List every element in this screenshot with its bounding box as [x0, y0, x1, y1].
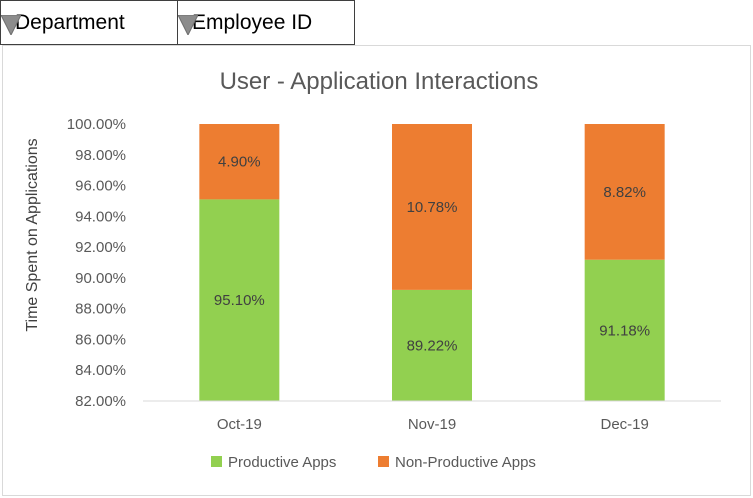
y-tick-label: 92.00%: [75, 239, 126, 256]
legend: Productive Apps Non-Productive Apps: [211, 454, 536, 471]
y-tick-label: 82.00%: [75, 393, 126, 410]
chart-title: User - Application Interactions: [220, 68, 539, 95]
y-tick-label: 86.00%: [75, 331, 126, 348]
data-label: 91.18%: [599, 322, 650, 339]
y-tick-label: 84.00%: [75, 362, 126, 379]
y-axis-title: Time Spent on Applications: [24, 138, 41, 331]
bar-non-productive: [199, 124, 280, 200]
legend-non-productive-label: Non-Productive Apps: [395, 454, 536, 471]
bar-productive: [584, 259, 665, 401]
x-tick-label: Oct-19: [217, 416, 262, 433]
employee-id-filter[interactable]: Employee ID: [177, 0, 355, 45]
x-axis-ticks: Oct-19 Nov-19 Dec-19: [217, 416, 649, 433]
bar-productive: [199, 199, 280, 401]
bar-productive: [392, 289, 472, 401]
legend-non-productive-swatch: [378, 456, 389, 467]
legend-productive-label: Productive Apps: [228, 454, 336, 471]
dropdown-arrow-icon[interactable]: [178, 15, 198, 35]
y-tick-label: 94.00%: [75, 208, 126, 225]
department-filter-label: Department: [15, 10, 125, 34]
x-tick-label: Dec-19: [600, 416, 648, 433]
stacked-bar-chart: User - Application Interactions Time Spe…: [24, 68, 721, 471]
dropdown-arrow-icon[interactable]: [1, 15, 21, 35]
data-label: 10.78%: [407, 199, 458, 216]
y-tick-label: 98.00%: [75, 147, 126, 164]
filter-bar: Department Employee ID: [0, 0, 355, 45]
x-tick-label: Nov-19: [408, 416, 456, 433]
y-tick-label: 88.00%: [75, 301, 126, 318]
employee-id-filter-label: Employee ID: [192, 10, 313, 34]
bars: 95.10% 4.90% 89.22% 10.78% 91.18% 8.82%: [199, 124, 665, 401]
bar-non-productive: [392, 124, 472, 290]
y-tick-label: 96.00%: [75, 178, 126, 195]
data-label: 95.10%: [214, 292, 265, 309]
data-label: 89.22%: [407, 337, 458, 354]
chart-frame: User - Application Interactions Time Spe…: [2, 45, 751, 496]
y-tick-label: 100.00%: [67, 116, 126, 133]
data-label: 4.90%: [218, 154, 261, 171]
data-label: 8.82%: [603, 184, 646, 201]
department-filter[interactable]: Department: [0, 0, 178, 45]
bar-non-productive: [584, 124, 665, 260]
y-axis-ticks: 82.00% 84.00% 86.00% 88.00% 90.00% 92.00% 94.0…: [67, 116, 126, 410]
y-tick-label: 90.00%: [75, 270, 126, 287]
legend-productive-swatch: [211, 456, 222, 467]
